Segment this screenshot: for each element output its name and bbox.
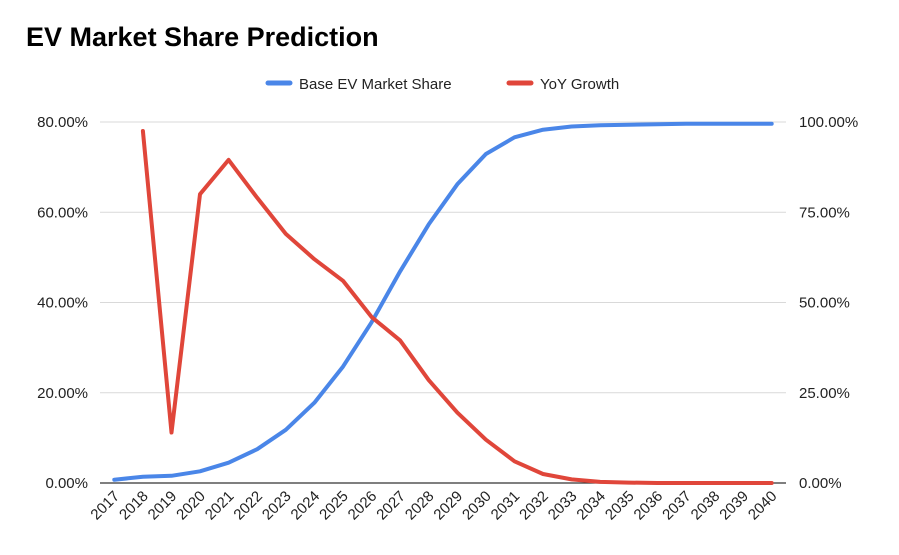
x-tick-label: 2034: [573, 488, 609, 524]
y-right-tick-label: 100.00%: [799, 114, 858, 131]
x-tick-label: 2039: [716, 488, 752, 524]
x-tick-label: 2029: [430, 488, 466, 524]
x-tick-label: 2031: [488, 488, 524, 524]
gridlines: [100, 121, 786, 484]
x-tick-label: 2017: [87, 488, 123, 524]
x-tick-label: 2036: [631, 488, 667, 524]
x-axis-ticks: 2017201820192020202120222023202420252026…: [87, 488, 780, 524]
x-tick-label: 2023: [259, 488, 295, 524]
y-right-tick-label: 0.00%: [799, 475, 842, 492]
y-left-tick-label: 20.00%: [37, 385, 88, 402]
x-tick-label: 2025: [316, 488, 352, 524]
y-left-tick-label: 40.00%: [37, 295, 88, 312]
x-tick-label: 2018: [116, 488, 152, 524]
legend: Base EV Market Share YoY Growth: [265, 76, 619, 93]
y-right-tick-label: 75.00%: [799, 204, 850, 221]
x-tick-label: 2028: [402, 488, 438, 524]
y-right-tick-label: 50.00%: [799, 295, 850, 312]
x-tick-label: 2040: [745, 488, 781, 524]
series-line-market-share: [112, 121, 774, 482]
series-line-yoy-growth: [140, 129, 774, 485]
y-right-tick-label: 25.00%: [799, 385, 850, 402]
x-tick-label: 2021: [202, 488, 238, 524]
x-tick-label: 2024: [288, 488, 324, 524]
x-tick-label: 2038: [688, 488, 724, 524]
x-tick-label: 2035: [602, 488, 638, 524]
y-left-tick-label: 0.00%: [45, 475, 88, 492]
x-tick-label: 2019: [145, 488, 181, 524]
series-lines: [112, 121, 774, 485]
x-tick-label: 2033: [545, 488, 581, 524]
x-tick-label: 2020: [173, 488, 209, 524]
legend-label: Base EV Market Share: [299, 76, 452, 93]
x-tick-label: 2032: [516, 488, 552, 524]
y-axis-left-ticks: 0.00% 20.00% 40.00% 60.00% 80.00%: [37, 114, 88, 492]
x-tick-label: 2027: [373, 488, 409, 524]
y-left-tick-label: 80.00%: [37, 114, 88, 131]
y-axis-right-ticks: 0.00% 25.00% 50.00% 75.00% 100.00%: [799, 114, 858, 492]
x-tick-label: 2030: [459, 488, 495, 524]
x-tick-label: 2037: [659, 488, 695, 524]
legend-label: YoY Growth: [540, 76, 619, 93]
y-left-tick-label: 60.00%: [37, 204, 88, 221]
x-tick-label: 2022: [230, 488, 266, 524]
x-tick-label: 2026: [345, 488, 381, 524]
chart-title: EV Market Share Prediction: [26, 22, 379, 52]
